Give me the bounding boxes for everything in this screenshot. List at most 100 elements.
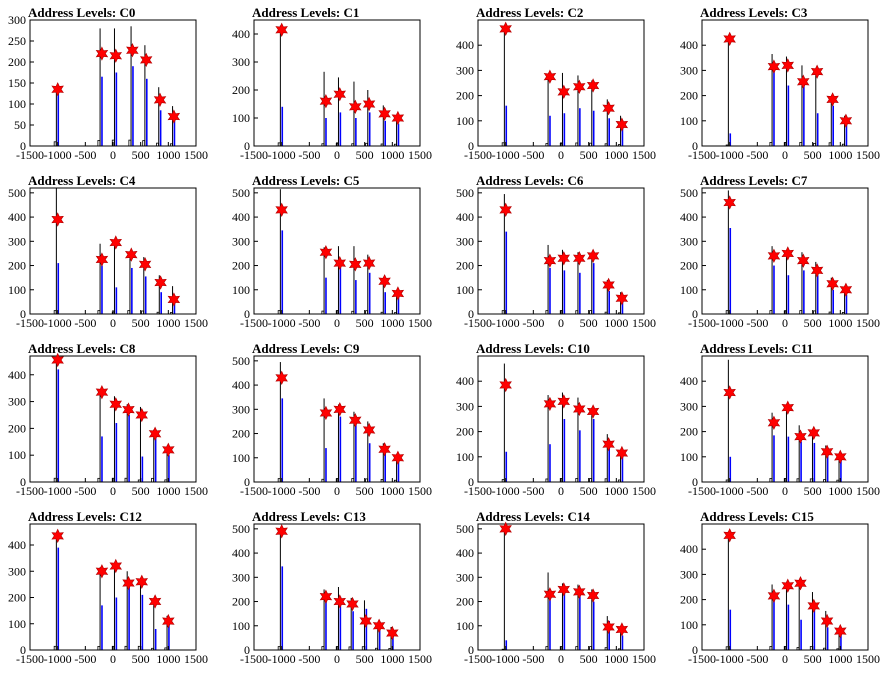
peak-marker	[767, 588, 781, 603]
x-tick-label: 500	[356, 652, 374, 666]
peak-marker	[333, 402, 347, 417]
histogram-base	[124, 477, 128, 483]
peak-marker	[499, 377, 512, 393]
peak-marker	[275, 22, 288, 38]
x-tick-label: 0	[782, 148, 788, 162]
x-tick-label: -500	[522, 148, 544, 162]
chart-title: Address Levels: C6	[476, 173, 584, 188]
y-tick-label: 300	[456, 570, 474, 584]
peak-marker	[348, 412, 362, 428]
x-tick-label: 500	[580, 148, 598, 162]
peak-marker	[572, 79, 586, 95]
peak-marker	[839, 113, 853, 129]
peak-marker	[109, 558, 123, 574]
peak-marker	[602, 619, 615, 635]
y-tick-label: 100	[8, 283, 26, 297]
peak-marker	[781, 578, 795, 593]
chart-title: Address Levels: C15	[700, 509, 814, 524]
peak-marker	[122, 575, 135, 591]
x-tick-label: -500	[74, 652, 96, 666]
histogram-base	[137, 645, 141, 651]
x-tick-label: -1500	[16, 652, 44, 666]
histogram-base	[53, 477, 57, 483]
peak-marker	[586, 404, 600, 419]
y-tick-label: 400	[232, 546, 250, 560]
chart-panel: Address Levels: C70100200300400500-1500-…	[680, 173, 880, 330]
x-tick-label: 0	[334, 148, 340, 162]
x-tick-label: 1000	[828, 484, 852, 498]
histogram-base	[545, 310, 549, 315]
peak-marker	[126, 42, 139, 58]
x-tick-label: -500	[746, 148, 768, 162]
y-tick-label: 150	[8, 76, 26, 90]
peak-marker	[51, 82, 64, 97]
y-tick-label: 200	[456, 425, 474, 439]
peak-marker	[124, 247, 138, 262]
y-tick-label: 300	[680, 63, 698, 77]
y-tick-label: 100	[8, 617, 26, 631]
x-tick-label: 1500	[184, 148, 208, 162]
peak-marker	[615, 117, 629, 132]
peak-marker	[543, 396, 557, 412]
histogram-base	[277, 478, 281, 483]
x-tick-label: 0	[782, 316, 788, 330]
y-tick-label: 250	[8, 34, 26, 48]
histogram-base	[501, 310, 505, 315]
y-tick-label: 200	[456, 259, 474, 273]
y-tick-label: 400	[8, 210, 26, 224]
y-tick-label: 100	[232, 111, 250, 125]
peak-marker	[51, 528, 64, 543]
x-tick-label: -1500	[16, 316, 44, 330]
y-tick-label: 100	[680, 618, 698, 632]
x-tick-label: 1500	[184, 652, 208, 666]
chart-panel: Address Levels: C8 0 100 200 300 400 -1500 -100…	[8, 341, 208, 498]
peak-marker	[153, 92, 167, 108]
peak-marker	[333, 86, 347, 102]
x-tick-label: 500	[580, 484, 598, 498]
peak-marker	[723, 195, 736, 210]
peak-marker	[135, 407, 149, 423]
peak-marker	[839, 282, 853, 298]
x-tick-label: 500	[356, 148, 374, 162]
x-tick-label: 1500	[856, 316, 880, 330]
y-tick-label: 300	[680, 399, 698, 413]
peak-marker	[162, 613, 175, 629]
y-tick-label: 400	[456, 210, 474, 224]
x-tick-label: -1500	[464, 316, 492, 330]
y-tick-label: 200	[680, 425, 698, 439]
peak-marker	[807, 598, 821, 614]
peak-marker	[586, 78, 600, 93]
histogram-base	[142, 140, 146, 147]
x-tick-label: -1500	[240, 316, 268, 330]
x-tick-label: 0	[558, 652, 564, 666]
x-tick-label: -500	[74, 148, 96, 162]
x-tick-label: -1000	[492, 316, 520, 330]
y-tick-label: 500	[232, 186, 250, 200]
peak-marker	[807, 425, 821, 441]
x-tick-label: -1000	[268, 148, 296, 162]
peak-marker	[602, 436, 615, 452]
x-tick-label: 1000	[828, 316, 852, 330]
x-tick-label: -1000	[716, 484, 744, 498]
peak-marker	[275, 370, 288, 385]
x-tick-label: 500	[804, 652, 822, 666]
y-tick-label: 0	[468, 307, 474, 321]
y-tick-label: 500	[232, 354, 250, 368]
x-tick-label: 0	[782, 484, 788, 498]
x-tick-label: -1500	[688, 484, 716, 498]
peak-marker	[834, 449, 847, 465]
y-tick-label: 100	[680, 114, 698, 128]
y-tick-label: 300	[232, 570, 250, 584]
x-tick-label: -1000	[716, 652, 744, 666]
plot-frame	[29, 187, 197, 315]
y-tick-label: 200	[232, 595, 250, 609]
peak-marker	[391, 450, 405, 466]
y-tick-label: 300	[232, 234, 250, 248]
x-tick-label: 1500	[408, 316, 432, 330]
peak-marker	[572, 251, 586, 266]
y-tick-label: 0	[468, 475, 474, 489]
peak-marker	[148, 426, 162, 441]
y-tick-label: 400	[680, 38, 698, 52]
y-tick-label: 200	[232, 427, 250, 441]
